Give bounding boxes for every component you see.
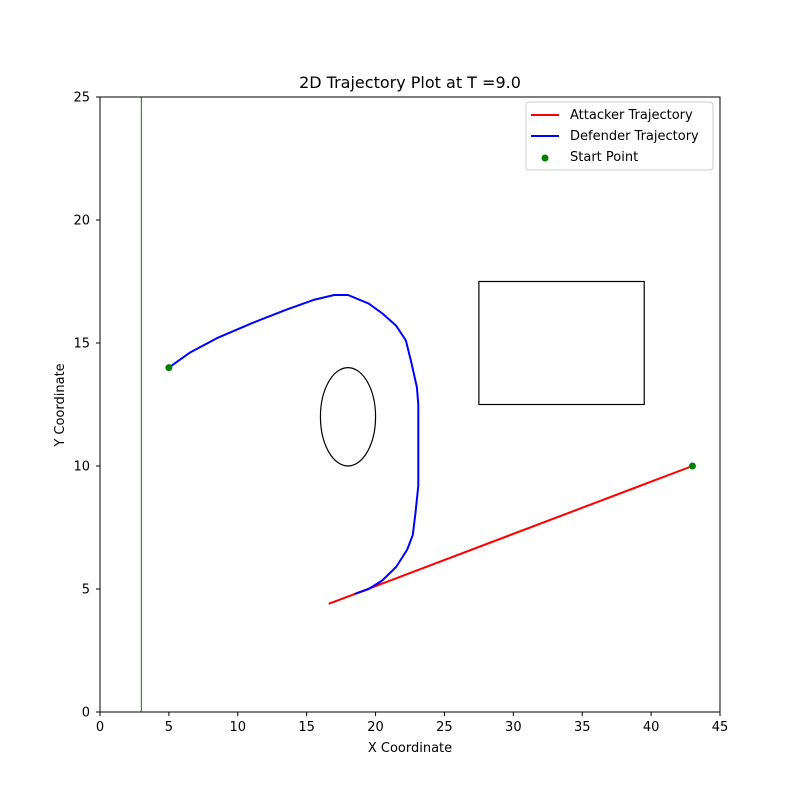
x-tick-label: 0	[96, 720, 104, 735]
x-tick-label: 5	[165, 720, 173, 735]
y-tick-label: 20	[73, 214, 90, 229]
obstacle-rectangle	[478, 280, 645, 406]
y-tick-label: 0	[82, 706, 90, 721]
legend: Attacker Trajectory Defender Trajectory …	[525, 101, 714, 171]
x-axis-label: X Coordinate	[368, 741, 452, 756]
goal-region	[99, 96, 142, 713]
legend-start-point-label: Start Point	[570, 150, 638, 165]
start-point-marker	[165, 364, 173, 372]
axes-frame	[99, 96, 721, 713]
x-tick-label: 25	[436, 720, 453, 735]
y-tick-label: 5	[82, 583, 90, 598]
x-axis-ticks: 0 5 10 15 20 25 30 35 40 45	[96, 712, 728, 735]
x-tick-label: 10	[230, 720, 247, 735]
start-point-marker	[688, 462, 696, 470]
x-tick-label: 20	[367, 720, 384, 735]
x-tick-label: 45	[712, 720, 729, 735]
y-tick-label: 15	[73, 337, 90, 352]
legend-attacker-label: Attacker Trajectory	[570, 108, 693, 123]
legend-start-point-marker	[541, 154, 549, 162]
attacker-trajectory	[328, 465, 693, 605]
legend-box	[525, 101, 714, 171]
x-tick-label: 40	[643, 720, 660, 735]
chart-title: 2D Trajectory Plot at T =9.0	[299, 73, 521, 92]
y-axis-ticks: 0 5 10 15 20 25	[73, 91, 100, 721]
plot-area	[99, 96, 696, 713]
obstacle-ellipse	[319, 366, 377, 467]
legend-defender-label: Defender Trajectory	[570, 129, 699, 144]
x-tick-label: 30	[505, 720, 522, 735]
y-tick-label: 25	[73, 91, 90, 106]
y-axis-label: Y Coordinate	[53, 363, 68, 447]
x-tick-label: 35	[574, 720, 591, 735]
y-tick-label: 10	[73, 460, 90, 475]
x-tick-label: 15	[298, 720, 315, 735]
defender-trajectory	[168, 294, 420, 595]
